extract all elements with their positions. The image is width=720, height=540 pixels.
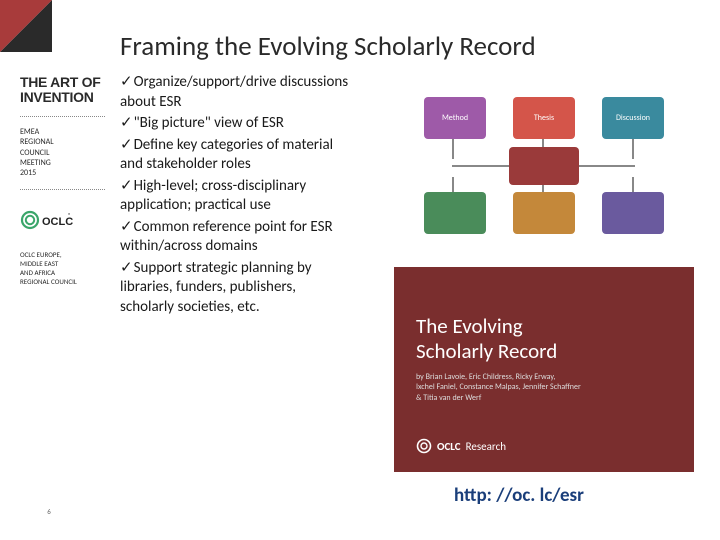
connector xyxy=(452,139,454,159)
oclc-logo: OCLC ® xyxy=(20,208,110,236)
research-text: Research xyxy=(466,440,506,453)
connector xyxy=(452,165,512,167)
bullet-item: ✓Organize/support/drive discussions abou… xyxy=(120,72,352,112)
connector xyxy=(577,165,635,167)
meeting-info: EMEA REGIONAL COUNCIL MEETING 2015 xyxy=(20,127,110,179)
art-line-1: THE ART OF xyxy=(20,75,110,90)
corner-accent-red xyxy=(0,0,52,52)
meeting-line: REGIONAL xyxy=(20,137,110,147)
short-link[interactable]: http: //oc. lc/esr xyxy=(454,484,584,507)
report-title-line: Scholarly Record xyxy=(416,339,557,364)
puzzle-piece: Discussion xyxy=(602,97,664,139)
connector xyxy=(632,139,634,159)
puzzle-piece xyxy=(602,192,664,234)
puzzle-diagram: Method Thesis Discussion xyxy=(394,72,694,267)
divider xyxy=(20,116,105,117)
regional-line: OCLC EUROPE, xyxy=(20,250,110,259)
author-line: & Titia van der Werf xyxy=(416,393,581,403)
puzzle-piece xyxy=(513,192,575,234)
report-cover-image: Method Thesis Discussion The Evolving Sc… xyxy=(394,72,694,472)
bullet-item: ✓Common reference point for ESR within/a… xyxy=(120,217,352,257)
regional-line: AND AFRICA xyxy=(20,268,110,277)
bullet-item: ✓Support strategic planning by libraries… xyxy=(120,258,352,318)
check-icon: ✓ xyxy=(120,136,133,153)
connector xyxy=(632,177,634,193)
meeting-line: EMEA xyxy=(20,127,110,137)
bullet-text: Support strategic planning by libraries,… xyxy=(120,259,312,316)
check-icon: ✓ xyxy=(120,218,133,235)
puzzle-piece: Method xyxy=(424,97,486,139)
oclc-text: OCLC xyxy=(437,440,461,453)
bullet-item: ✓High-level; cross-disciplinary applicat… xyxy=(120,176,352,216)
meeting-line: MEETING xyxy=(20,158,110,168)
bullet-text: High-level; cross-disciplinary applicati… xyxy=(120,177,306,215)
report-authors: by Brian Lavoie, Eric Childress, Ricky E… xyxy=(416,372,581,403)
oclc-research-logo: OCLC Research xyxy=(416,438,506,454)
report-title: The Evolving Scholarly Record xyxy=(416,314,557,364)
art-line-2: INVENTION xyxy=(20,90,110,105)
meeting-line: 2015 xyxy=(20,168,110,178)
meeting-line: COUNCIL xyxy=(20,148,110,158)
bullet-list: ✓Organize/support/drive discussions abou… xyxy=(120,72,352,318)
check-icon: ✓ xyxy=(120,73,133,90)
art-of-invention-heading: THE ART OF INVENTION xyxy=(20,75,110,106)
sidebar: THE ART OF INVENTION EMEA REGIONAL COUNC… xyxy=(20,75,110,286)
check-icon: ✓ xyxy=(120,177,133,194)
bullet-text: "Big picture" view of ESR xyxy=(134,114,284,132)
puzzle-piece: Thesis xyxy=(513,97,575,139)
bullet-text: Organize/support/drive discussions about… xyxy=(120,73,348,111)
page-number: 6 xyxy=(42,504,56,518)
report-title-line: The Evolving xyxy=(416,314,557,339)
bullet-item: ✓Define key categories of material and s… xyxy=(120,135,352,175)
check-icon: ✓ xyxy=(120,114,133,131)
slide-title: Framing the Evolving Scholarly Record xyxy=(120,30,536,63)
bullet-text: Define key categories of material and st… xyxy=(120,136,333,174)
puzzle-center xyxy=(509,147,579,185)
svg-text:®: ® xyxy=(68,211,71,219)
author-line: by Brian Lavoie, Eric Childress, Ricky E… xyxy=(416,372,581,382)
bullet-item: ✓"Big picture" view of ESR xyxy=(120,113,352,134)
author-line: Ixchel Faniel, Constance Malpas, Jennife… xyxy=(416,382,581,392)
regional-council-info: OCLC EUROPE, MIDDLE EAST AND AFRICA REGI… xyxy=(20,250,110,286)
puzzle-piece xyxy=(424,192,486,234)
divider xyxy=(20,189,105,190)
regional-line: REGIONAL COUNCIL xyxy=(20,277,110,286)
bullet-text: Common reference point for ESR within/ac… xyxy=(120,218,333,256)
connector xyxy=(452,177,454,193)
regional-line: MIDDLE EAST xyxy=(20,259,110,268)
check-icon: ✓ xyxy=(120,259,133,276)
